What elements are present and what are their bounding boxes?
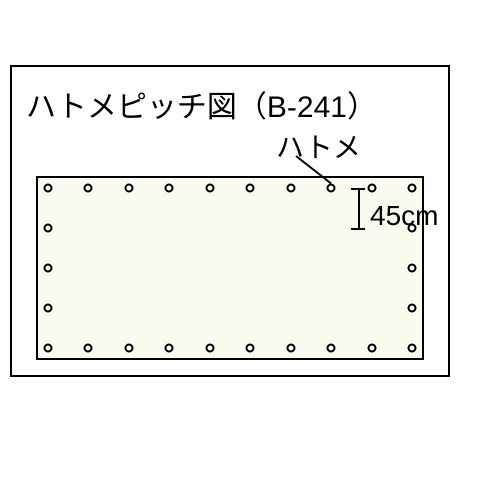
grommet-icon xyxy=(205,184,214,193)
grommet-icon xyxy=(367,344,376,353)
grommet-icon xyxy=(165,344,174,353)
tarp-sheet xyxy=(36,176,424,360)
grommet-icon xyxy=(408,304,417,313)
grommet-icon xyxy=(44,224,53,233)
grommet-icon xyxy=(44,264,53,273)
grommet-icon xyxy=(84,184,93,193)
grommet-icon xyxy=(327,184,336,193)
grommet-icon xyxy=(327,344,336,353)
dimension-line xyxy=(358,188,360,230)
grommet-icon xyxy=(44,304,53,313)
grommet-icon xyxy=(124,344,133,353)
grommet-icon xyxy=(286,344,295,353)
grommet-icon xyxy=(44,344,53,353)
grommet-icon xyxy=(165,184,174,193)
grommet-icon xyxy=(408,344,417,353)
grommet-icon xyxy=(246,344,255,353)
diagram-title: ハトメピッチ図（B-241） xyxy=(26,82,377,126)
grommet-icon xyxy=(205,344,214,353)
grommet-icon xyxy=(84,344,93,353)
dimension-tick-bottom xyxy=(351,228,365,230)
grommet-icon xyxy=(286,184,295,193)
grommet-icon xyxy=(408,184,417,193)
grommet-icon xyxy=(367,184,376,193)
pitch-label: 45cm xyxy=(370,200,438,232)
grommet-icon xyxy=(44,184,53,193)
grommet-icon xyxy=(246,184,255,193)
grommet-label: ハトメ xyxy=(276,126,361,166)
grommet-icon xyxy=(124,184,133,193)
dimension-tick-top xyxy=(351,188,365,190)
grommet-icon xyxy=(408,264,417,273)
